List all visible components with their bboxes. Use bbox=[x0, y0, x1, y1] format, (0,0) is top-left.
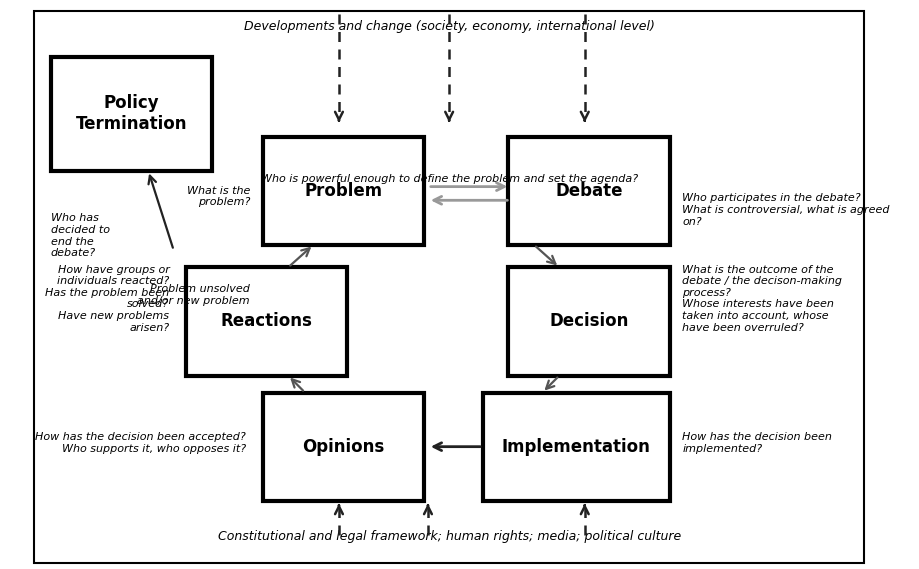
FancyBboxPatch shape bbox=[263, 137, 424, 245]
Text: Opinions: Opinions bbox=[301, 438, 384, 456]
Text: Debate: Debate bbox=[555, 182, 622, 200]
Text: Decision: Decision bbox=[549, 312, 628, 331]
Text: Who is powerful enough to define the problem and set the agenda?: Who is powerful enough to define the pro… bbox=[260, 174, 637, 184]
Text: Problem unsolved
and/or new problem: Problem unsolved and/or new problem bbox=[137, 284, 250, 306]
Text: Who participates in the debate?
What is controversial, what is agreed
on?: Who participates in the debate? What is … bbox=[682, 193, 889, 226]
FancyBboxPatch shape bbox=[508, 267, 669, 376]
Text: Problem: Problem bbox=[304, 182, 382, 200]
Text: Reactions: Reactions bbox=[221, 312, 312, 331]
FancyBboxPatch shape bbox=[187, 267, 347, 376]
Text: How has the decision been accepted?
Who supports it, who opposes it?: How has the decision been accepted? Who … bbox=[35, 432, 245, 454]
Text: Policy
Termination: Policy Termination bbox=[75, 94, 187, 133]
Text: Implementation: Implementation bbox=[501, 438, 650, 456]
Text: How has the decision been
implemented?: How has the decision been implemented? bbox=[682, 432, 831, 454]
Text: Who has
decided to
end the
debate?: Who has decided to end the debate? bbox=[51, 213, 109, 258]
FancyBboxPatch shape bbox=[508, 137, 669, 245]
Text: What is the outcome of the
debate / the decison-making
process?
Whose interests : What is the outcome of the debate / the … bbox=[682, 265, 841, 333]
FancyBboxPatch shape bbox=[51, 57, 211, 171]
FancyBboxPatch shape bbox=[482, 393, 669, 501]
Text: What is the
problem?: What is the problem? bbox=[187, 185, 250, 207]
Text: Constitutional and legal framework; human rights; media; political culture: Constitutional and legal framework; huma… bbox=[217, 530, 680, 543]
Text: How have groups or
individuals reacted?
Has the problem been
solved?
Have new pr: How have groups or individuals reacted? … bbox=[45, 265, 169, 333]
Text: Developments and change (society, economy, international level): Developments and change (society, econom… bbox=[244, 20, 654, 33]
FancyBboxPatch shape bbox=[263, 393, 424, 501]
